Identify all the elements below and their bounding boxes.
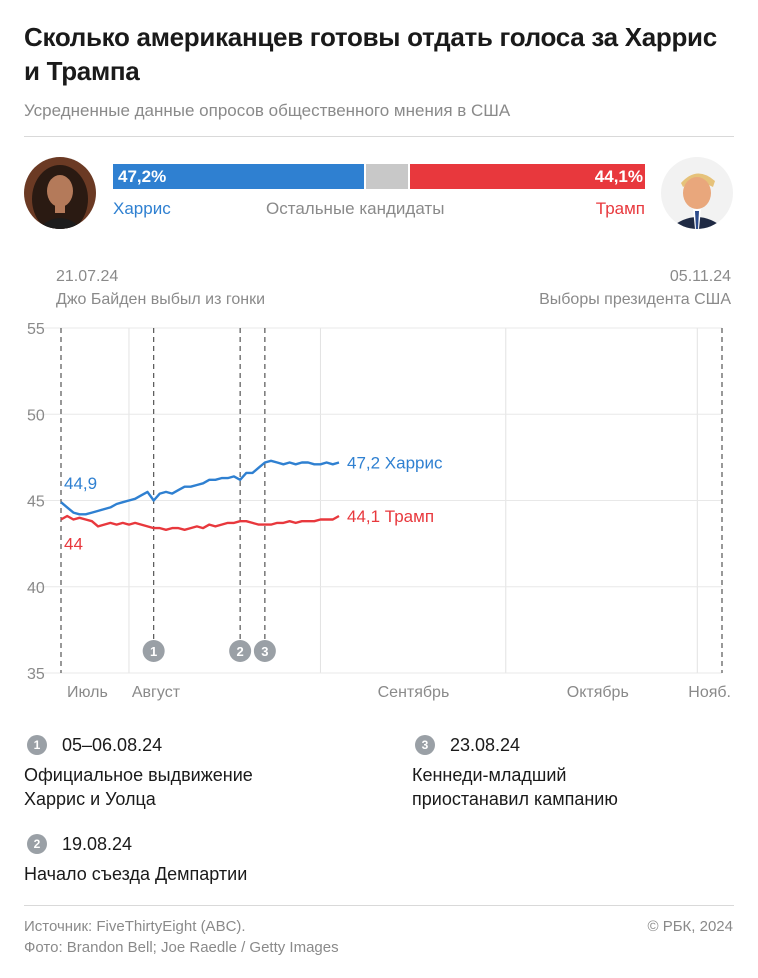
trump-photo (661, 157, 733, 229)
note-3-badge: 3 (415, 735, 435, 755)
note-3-date: 23.08.24 (450, 735, 521, 755)
y-tick-label: 40 (27, 580, 45, 597)
header-divider (24, 136, 734, 137)
note-1-text: Официальное выдвижение Харрис и Уолца (24, 765, 253, 809)
page-title: Сколько американцев готовы отдать голоса… (24, 22, 717, 86)
harris-pct: 47,2% (118, 167, 167, 186)
others-label: Остальные кандидаты (266, 199, 445, 218)
trump-label: Трамп (595, 199, 645, 218)
x-axis: Июль Август Сентябрь Октябрь Нояб. (67, 684, 731, 701)
series-line-1 (60, 514, 340, 531)
note-3-text: Кеннеди-младший приостанавил кампанию (412, 765, 618, 809)
event-badge-3 (253, 640, 276, 662)
event-badge-label-2: 2 (237, 644, 244, 659)
event-right-date: 05.11.24 (670, 268, 731, 285)
harris-share-bar (113, 164, 365, 189)
harris-label: Харрис (113, 199, 171, 218)
trump-pct: 44,1% (594, 167, 643, 186)
series-start-label-1: 44 (64, 534, 83, 553)
series-start-label-0: 44,9 (64, 474, 97, 493)
harris-photo (24, 157, 96, 229)
footer-source: Источник: FiveThirtyEight (ABC). (24, 918, 246, 935)
x-tick-label: Август (132, 684, 181, 701)
event-badge-label-1: 1 (150, 644, 157, 659)
footer-copyright: © РБК, 2024 (647, 918, 733, 935)
note-2-badge: 2 (27, 834, 47, 854)
event-badge-1 (142, 640, 165, 662)
series-line-0 (60, 459, 340, 516)
chart-grid (28, 327, 723, 674)
note-1-badge: 1 (27, 735, 47, 755)
event-badge-2 (229, 640, 252, 662)
event-right-text: Выборы президента США (539, 291, 731, 308)
x-tick-label: Нояб. (688, 684, 731, 701)
page-subtitle: Усредненные данные опросов общественного… (24, 101, 511, 120)
event-markers: 1 2 3 (142, 328, 276, 662)
poll-line-chart: 21.07.24 Джо Байден выбыл из гонки 05.11… (27, 268, 731, 701)
x-tick-label: Октябрь (567, 684, 629, 701)
others-share-bar (366, 164, 409, 189)
trump-share-bar (410, 164, 645, 189)
event-badge-label-3: 3 (261, 644, 268, 659)
y-tick-label: 55 (27, 321, 45, 338)
y-tick-label: 45 (27, 494, 45, 511)
event-left-date: 21.07.24 (56, 268, 118, 285)
y-axis: 55 50 45 40 35 (27, 321, 45, 683)
series-end-label-0: 47,2 Харрис (347, 454, 443, 473)
series-lines (60, 459, 340, 531)
note-2-text: Начало съезда Демпартии (24, 864, 248, 884)
x-tick-label: Июль (67, 684, 108, 701)
x-tick-label: Сентябрь (378, 684, 450, 701)
note-1-date: 05–06.08.24 (62, 735, 163, 755)
footer-divider (24, 905, 734, 906)
y-tick-label: 50 (27, 407, 45, 424)
y-tick-label: 35 (27, 666, 45, 683)
series-end-label-1: 44,1 Трамп (347, 507, 434, 526)
note-2-date: 19.08.24 (62, 834, 133, 854)
event-left-text: Джо Байден выбыл из гонки (56, 291, 265, 308)
footer-photo: Фото: Brandon Bell; Joe Raedle / Getty I… (24, 939, 339, 956)
series-labels: 44,9 47,2 Харрис 44 44,1 Трамп (64, 454, 443, 554)
